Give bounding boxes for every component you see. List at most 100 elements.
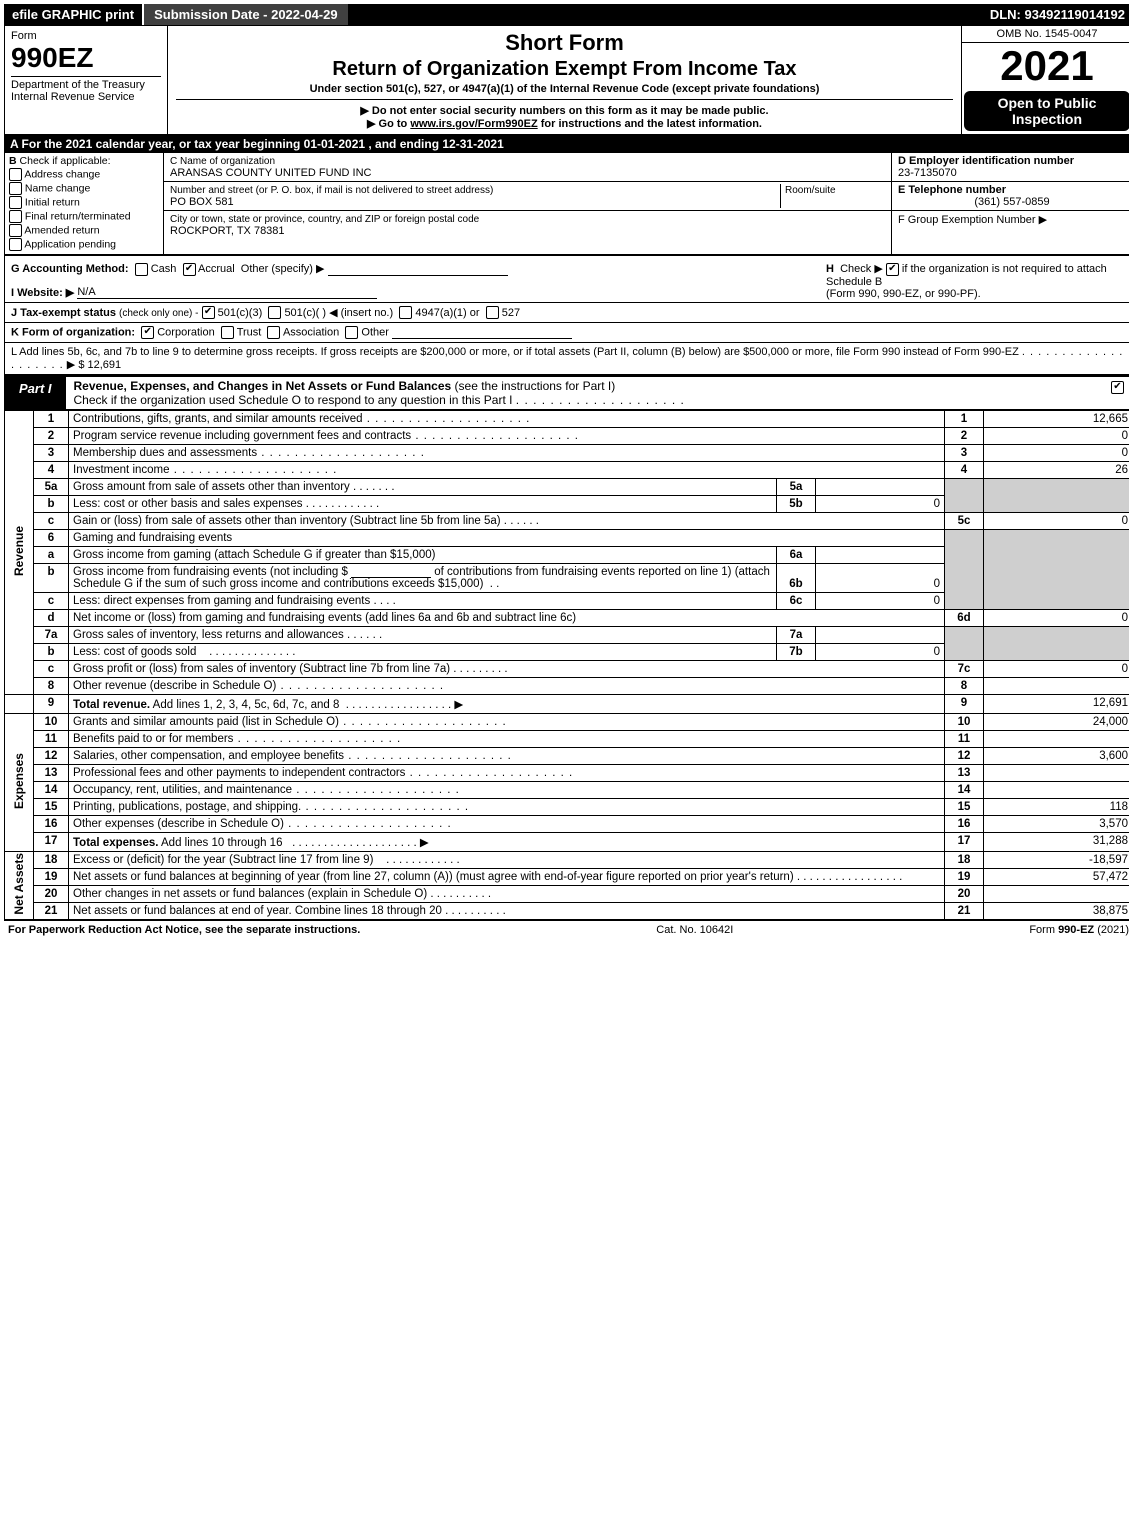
col-b-label: B (9, 155, 17, 167)
row-6d-num: d (34, 610, 69, 627)
row-21-num: 21 (34, 903, 69, 920)
chk-amended[interactable] (9, 224, 22, 237)
opt-cash: Cash (151, 263, 177, 275)
row-7a-subbox: 7a (777, 627, 816, 644)
row-1-box: 1 (945, 411, 984, 428)
row-7b-desc: Less: cost of goods sold (73, 646, 196, 658)
row-19-box: 19 (945, 869, 984, 886)
chk-527[interactable] (486, 306, 499, 319)
row-7a-desc: Gross sales of inventory, less returns a… (73, 629, 344, 641)
chk-schedule-b[interactable] (886, 263, 899, 276)
row-18-val: -18,597 (984, 852, 1129, 869)
row-19-desc: Net assets or fund balances at beginning… (73, 871, 794, 883)
row-8-desc: Other revenue (describe in Schedule O) (73, 680, 276, 692)
row-1-num: 1 (34, 411, 69, 428)
chk-501c3[interactable] (202, 306, 215, 319)
row-15-desc: Printing, publications, postage, and shi… (73, 801, 301, 813)
chk-501c[interactable] (268, 306, 281, 319)
row-6b-num: b (34, 564, 69, 593)
ein-value: 23-7135070 (898, 167, 957, 179)
row-7b-subbox: 7b (777, 644, 816, 661)
row-5c-val: 0 (984, 513, 1129, 530)
opt-accrual: Accrual (198, 263, 235, 275)
row-6d-box: 6d (945, 610, 984, 627)
chk-pending[interactable] (9, 238, 22, 251)
chk-association[interactable] (267, 326, 280, 339)
chk-address-change[interactable] (9, 168, 22, 181)
tel-label: E Telephone number (898, 184, 1006, 196)
row-13-desc: Professional fees and other payments to … (73, 767, 405, 779)
row-17-val: 31,288 (984, 833, 1129, 852)
opt-initial-return: Initial return (25, 196, 80, 208)
chk-accrual[interactable] (183, 263, 196, 276)
efile-print-label[interactable]: efile GRAPHIC print (4, 4, 142, 25)
header-mid: Short Form Return of Organization Exempt… (168, 26, 961, 134)
chk-initial-return[interactable] (9, 196, 22, 209)
name-label: C Name of organization (170, 156, 275, 167)
org-city: ROCKPORT, TX 78381 (170, 225, 285, 237)
part1-tag: Part I (5, 377, 66, 409)
footer-right-post: (2021) (1094, 924, 1129, 936)
row-6b-subval: 0 (816, 564, 945, 593)
row-12-desc: Salaries, other compensation, and employ… (73, 750, 344, 762)
row-7c-val: 0 (984, 661, 1129, 678)
row-4-val: 26 (984, 462, 1129, 479)
chk-cash[interactable] (135, 263, 148, 276)
chk-trust[interactable] (221, 326, 234, 339)
grey-5ab-v (984, 479, 1129, 513)
check-if-label: Check if applicable: (20, 155, 111, 167)
city-label: City or town, state or province, country… (170, 214, 479, 225)
row-16-val: 3,570 (984, 816, 1129, 833)
row-2-desc: Program service revenue including govern… (73, 430, 411, 442)
row-5a-desc: Gross amount from sale of assets other t… (73, 481, 350, 493)
room-label: Room/suite (785, 185, 836, 196)
under-section: Under section 501(c), 527, or 4947(a)(1)… (176, 83, 953, 95)
other-specify-field[interactable] (328, 275, 508, 276)
chk-corporation[interactable] (141, 326, 154, 339)
line-j-label: J Tax-exempt status (11, 307, 116, 319)
chk-name-change[interactable] (9, 182, 22, 195)
part1-header: Part I Revenue, Expenses, and Changes in… (4, 375, 1129, 410)
row-17-bold: Total expenses. (73, 837, 158, 849)
row-1-desc: Contributions, gifts, grants, and simila… (73, 413, 363, 425)
row-6b-desc1: Gross income from fundraising events (no… (73, 566, 348, 578)
row-4-desc: Investment income (73, 464, 170, 476)
row-6a-subbox: 6a (777, 547, 816, 564)
tax-year: 2021 (962, 43, 1129, 89)
row-6-num: 6 (34, 530, 69, 547)
street-label: Number and street (or P. O. box, if mail… (170, 185, 493, 196)
chk-other-org[interactable] (345, 326, 358, 339)
open-to-public: Open to Public Inspection (964, 91, 1129, 131)
other-org-field[interactable] (392, 338, 572, 339)
website-field[interactable]: N/A (77, 286, 377, 299)
header-right: OMB No. 1545-0047 2021 Open to Public In… (961, 26, 1129, 134)
row-18-desc: Excess or (deficit) for the year (Subtra… (73, 854, 373, 866)
row-10-num: 10 (34, 714, 69, 731)
tel-value: (361) 557-0859 (898, 196, 1126, 208)
row-5a-num: 5a (34, 479, 69, 496)
row-9-arrow: ▶ (454, 699, 463, 711)
group-exemption-label: F Group Exemption Number ▶ (898, 214, 1047, 226)
row-16-desc: Other expenses (describe in Schedule O) (73, 818, 284, 830)
opt-501c: 501(c)( ) (284, 307, 326, 319)
row-5a-subbox: 5a (777, 479, 816, 496)
opt-association: Association (283, 327, 339, 339)
chk-schedule-o[interactable] (1111, 381, 1124, 394)
chk-final-return[interactable] (9, 210, 22, 223)
row-5c-num: c (34, 513, 69, 530)
chk-4947[interactable] (399, 306, 412, 319)
grey-7ab (945, 627, 984, 661)
irs-link[interactable]: www.irs.gov/Form990EZ (410, 118, 537, 130)
org-name: ARANSAS COUNTY UNITED FUND INC (170, 167, 371, 179)
efile-topbar: efile GRAPHIC print Submission Date - 20… (4, 4, 1129, 25)
row-7a-subval (816, 627, 945, 644)
opt-name-change: Name change (25, 182, 90, 194)
row-11-desc: Benefits paid to or for members (73, 733, 233, 745)
row-20-val (984, 886, 1129, 903)
row-5b-desc: Less: cost or other basis and sales expe… (73, 498, 303, 510)
col-c-org: C Name of organization ARANSAS COUNTY UN… (164, 153, 891, 254)
expenses-rotated: Expenses (5, 714, 34, 852)
part1-table: Revenue 1 Contributions, gifts, grants, … (4, 410, 1129, 920)
no-ssn-note: ▶ Do not enter social security numbers o… (176, 104, 953, 117)
page-footer: For Paperwork Reduction Act Notice, see … (4, 920, 1129, 936)
